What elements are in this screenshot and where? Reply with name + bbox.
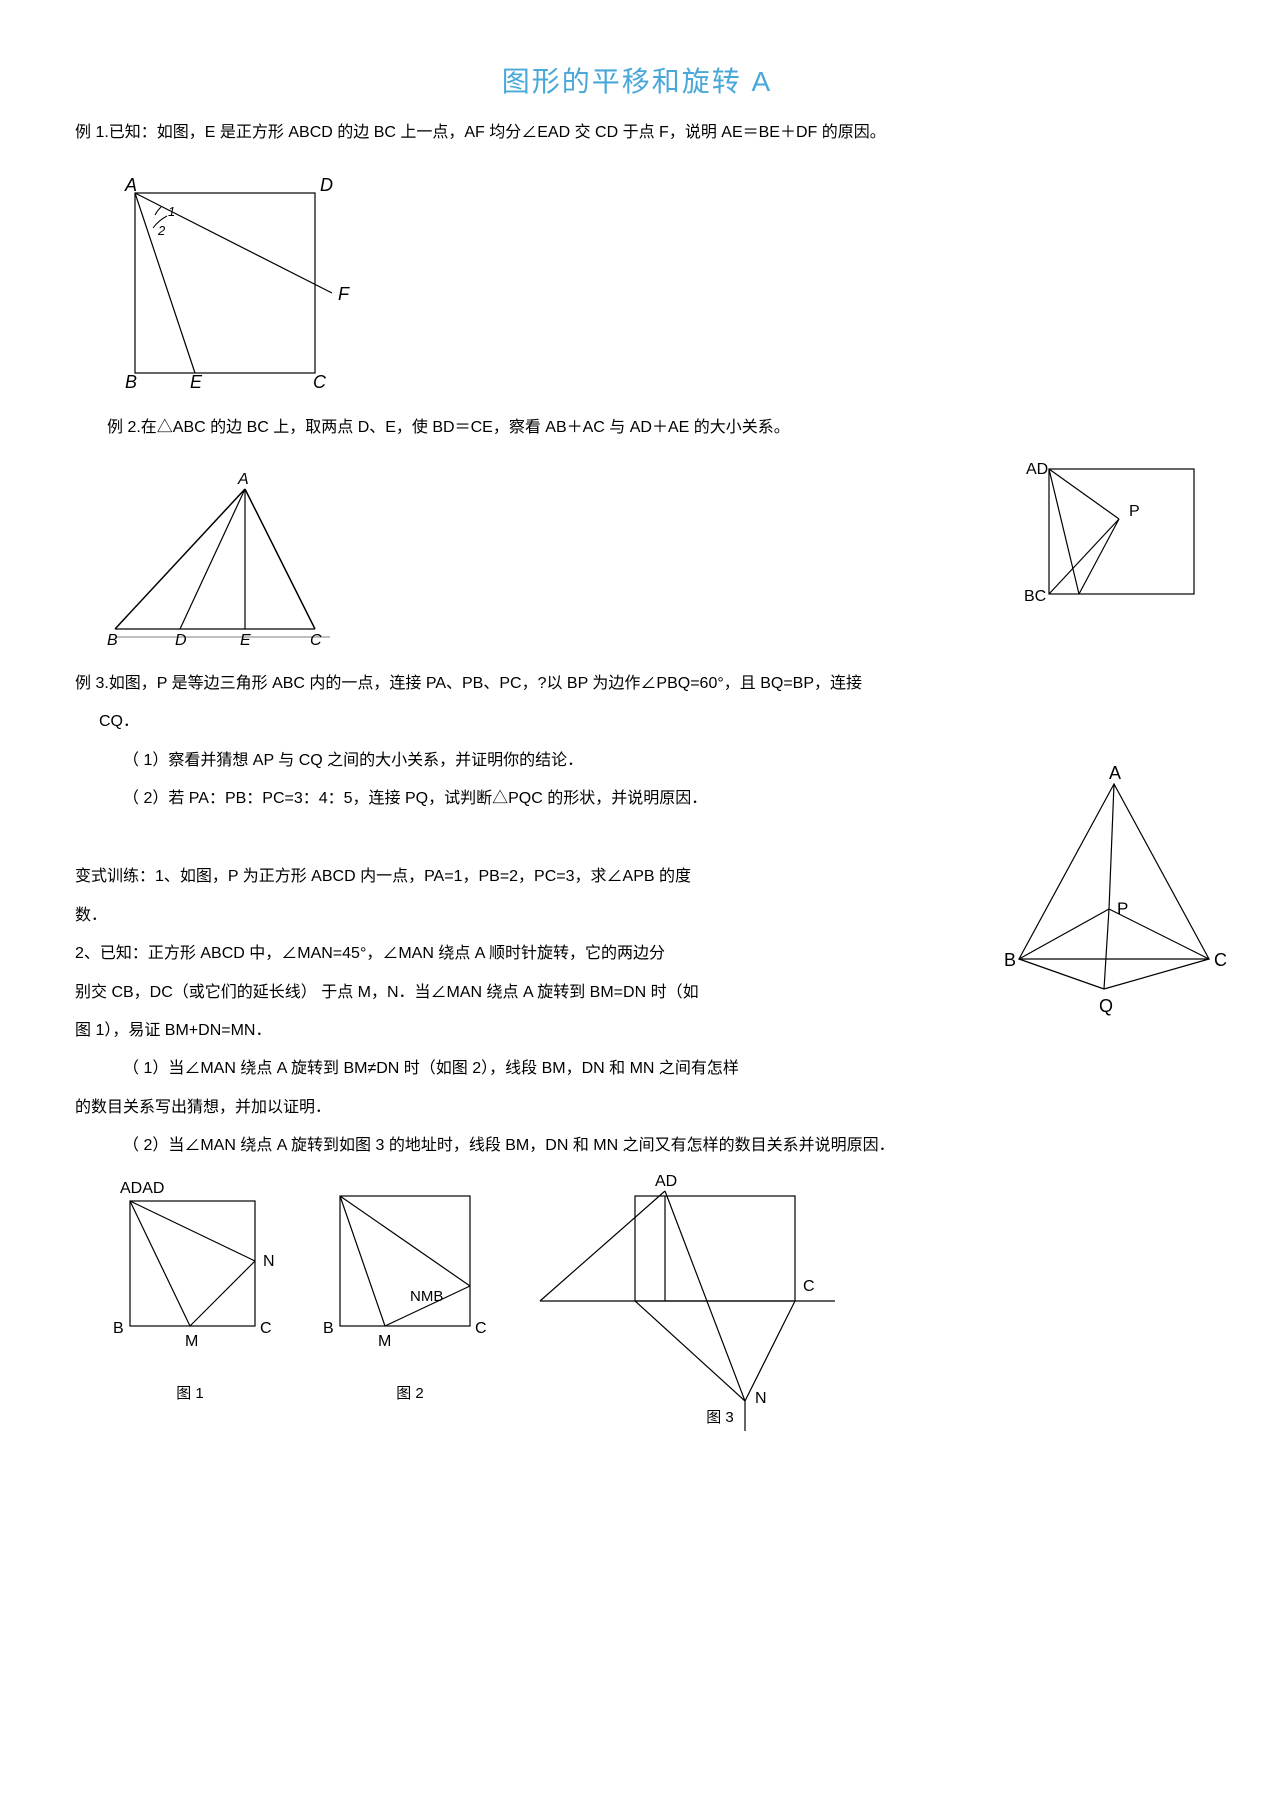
svg-text:M: M <box>378 1333 391 1350</box>
bottom-figures-row: ADAD N B M C 图 1 NMB B M C <box>75 1171 1199 1427</box>
svg-text:C: C <box>260 1320 272 1337</box>
example-3-figure: A P B C Q <box>999 764 1229 1029</box>
svg-text:B: B <box>323 1320 334 1337</box>
svg-text:N: N <box>755 1390 767 1407</box>
figure-2: NMB B M C 图 2 <box>315 1171 505 1403</box>
svg-text:F: F <box>338 284 350 304</box>
svg-text:E: E <box>190 372 203 392</box>
svg-text:D: D <box>320 175 333 195</box>
svg-text:2: 2 <box>157 223 166 238</box>
example-1-text: 例 1.已知：如图，E 是正方形 ABCD 的边 BC 上一点，AF 均分∠EA… <box>75 118 1199 148</box>
svg-text:P: P <box>1117 899 1128 918</box>
svg-text:B: B <box>125 372 137 392</box>
svg-text:M: M <box>185 1333 198 1350</box>
svg-text:E: E <box>240 632 251 649</box>
svg-text:NMB: NMB <box>410 1288 443 1305</box>
figure-3: AD C N 图 3 <box>535 1171 845 1427</box>
svg-text:C: C <box>313 372 327 392</box>
svg-text:AD: AD <box>655 1173 677 1190</box>
svg-text:B: B <box>1004 950 1016 970</box>
svg-text:D: D <box>175 632 187 649</box>
variant-q1: （ 1）当∠MAN 绕点 A 旋转到 BM≠DN 时（如图 2），线段 BM，D… <box>75 1054 1199 1084</box>
svg-text:A: A <box>237 471 249 488</box>
page-title: 图形的平移和旋转 A <box>75 60 1199 100</box>
svg-text:BC: BC <box>1024 588 1046 605</box>
variant-q2: （ 2）当∠MAN 绕点 A 旋转到如图 3 的地址时，线段 BM，DN 和 M… <box>75 1131 1199 1161</box>
svg-text:ADAD: ADAD <box>120 1180 164 1197</box>
svg-text:1: 1 <box>168 204 175 219</box>
svg-text:C: C <box>310 632 322 649</box>
variant-1-figure: AD P BC <box>1014 454 1209 614</box>
figure-2-caption: 图 2 <box>315 1382 505 1403</box>
svg-text:AD: AD <box>1026 461 1048 478</box>
svg-text:B: B <box>113 1320 124 1337</box>
variant-q1b: 的数目关系写出猜想，并加以证明． <box>75 1093 1199 1123</box>
example-3-line1: 例 3.如图，P 是等边三角形 ABC 内的一点，连接 PA、PB、PC，?以 … <box>75 669 1199 699</box>
svg-text:A: A <box>124 175 137 195</box>
example-1-figure: A D F B E C 1 2 <box>95 173 1199 393</box>
svg-text:P: P <box>1129 503 1140 520</box>
svg-text:C: C <box>1214 950 1227 970</box>
example-3-line2: CQ． <box>75 707 1199 737</box>
svg-text:Q: Q <box>1099 996 1113 1016</box>
figure-1-caption: 图 1 <box>95 1382 285 1403</box>
svg-text:B: B <box>107 632 118 649</box>
figure-1: ADAD N B M C 图 1 <box>95 1171 285 1403</box>
svg-text:C: C <box>475 1320 487 1337</box>
svg-text:A: A <box>1109 764 1121 783</box>
example-2-text: 例 2.在△ABC 的边 BC 上，取两点 D、E，使 BD＝CE，察看 AB＋… <box>75 413 1199 443</box>
svg-text:N: N <box>263 1253 275 1270</box>
svg-text:C: C <box>803 1278 815 1295</box>
